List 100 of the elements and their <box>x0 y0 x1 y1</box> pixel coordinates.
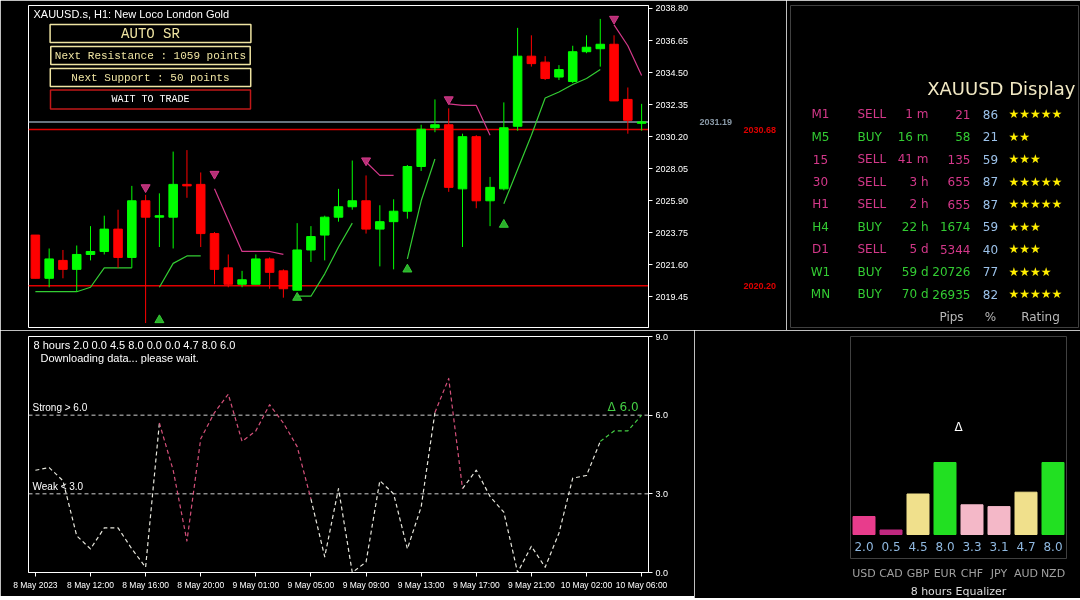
x-tick-label: NZD <box>1040 566 1066 580</box>
x-tick-label: GBP <box>906 566 930 580</box>
text: 59 <box>982 220 999 234</box>
candlestick <box>595 18 606 68</box>
text: 21 <box>955 107 971 122</box>
text: M1 <box>811 107 830 121</box>
bar <box>960 504 984 535</box>
annotation: Next Resistance : 1059 points <box>54 49 247 62</box>
text: 1674 <box>939 220 971 234</box>
candlestick <box>71 245 82 293</box>
text: ★★★★★ <box>1008 197 1063 211</box>
x-tick-label: EUR <box>933 566 957 580</box>
y-tick-label: 2032.35 <box>655 99 689 110</box>
candlestick <box>430 98 440 133</box>
text: 21 <box>982 130 999 144</box>
text: H4 <box>812 219 829 234</box>
y-tick-label: 2038.80 <box>655 3 689 14</box>
text: ★★★ <box>1008 152 1041 166</box>
x-tick-label: 9 May 13:00 <box>397 579 445 590</box>
candlestick <box>278 268 289 299</box>
y-tick-label: 2036.65 <box>655 35 689 46</box>
candlestick <box>182 149 192 199</box>
text: W1 <box>810 264 831 279</box>
data-label: 8.0 <box>1043 540 1063 554</box>
bar <box>879 529 903 535</box>
category-label: % <box>984 309 997 324</box>
text: 41 m <box>897 152 929 166</box>
chart-title: 8 hours 2.0 0.0 4.5 8.0 0.0 0.0 4.7 8.0 6.0 <box>33 338 236 351</box>
x-tick-label: AUD <box>1013 566 1039 580</box>
category-label: Pips <box>939 309 964 324</box>
x-tick-label: JPY <box>989 566 1008 580</box>
x-tick-label: 10 May 06:00 <box>615 579 668 590</box>
x-tick-label: 9 May 21:00 <box>508 579 556 590</box>
point <box>609 15 620 25</box>
candlestick <box>333 188 344 223</box>
text: 135 <box>947 152 971 167</box>
text: ★★★★★ <box>1008 107 1063 121</box>
y-tick-label: 2023.75 <box>655 227 689 238</box>
data-label: 2.0 <box>854 540 874 554</box>
text: 2 h <box>909 197 929 211</box>
text: 40 <box>982 242 999 257</box>
text: D1 <box>812 242 829 256</box>
text: ★★★★ <box>1008 264 1052 279</box>
text: BUY <box>857 219 882 234</box>
x-tick-label: 8 May 12:00 <box>67 579 115 590</box>
text: ★★★ <box>1008 242 1041 256</box>
text: 1 m <box>905 107 929 121</box>
text: SELL <box>857 242 887 256</box>
x-tick-label: 9 May 01:00 <box>232 579 280 590</box>
x-tick-label: 9 May 09:00 <box>342 579 390 590</box>
text: ★★★ <box>1008 219 1041 234</box>
x-tick-label: CAD <box>879 566 903 580</box>
candlestick <box>540 55 550 81</box>
text: H1 <box>812 197 829 211</box>
candlestick <box>140 194 151 324</box>
y-tick-label: 2028.05 <box>655 163 689 174</box>
chart-title: XAUUSD.s, H1: New Loco London Gold <box>33 7 230 20</box>
y-tick-label: 9.0 <box>655 331 669 342</box>
candlestick <box>485 176 495 227</box>
text: 59 <box>982 152 999 167</box>
candlestick <box>623 86 633 135</box>
candlestick <box>154 192 165 248</box>
text: 8 hours Equalizer <box>910 585 1007 598</box>
text: 26935 <box>932 287 971 302</box>
bar <box>987 506 1011 535</box>
point <box>292 291 303 301</box>
bar <box>933 462 957 535</box>
x-tick-label: 8 May 2023 <box>13 579 58 590</box>
text: 20726 <box>932 265 971 279</box>
text: M5 <box>811 129 830 144</box>
text: SELL <box>857 107 887 121</box>
text: 58 <box>955 130 971 144</box>
text: 5 d <box>909 242 929 256</box>
x-tick-label: 8 May 16:00 <box>122 579 170 590</box>
x-tick-label: USD <box>852 566 876 580</box>
text: SELL <box>857 197 887 211</box>
y-tick-label: 6.0 <box>655 410 669 421</box>
text: BUY <box>857 264 882 279</box>
candlestick <box>58 249 68 279</box>
annotation: AUTO SR <box>121 25 181 42</box>
text: 59 d <box>901 264 929 279</box>
bar <box>852 516 876 535</box>
candlestick <box>99 215 110 255</box>
text: 30 <box>812 175 829 189</box>
text: ★★★★★ <box>1008 287 1063 301</box>
x-tick-label: CHF <box>960 566 984 580</box>
text: BUY <box>857 287 882 301</box>
annotation: Δ 6.0 <box>607 400 639 415</box>
candlestick <box>264 256 275 290</box>
text: 87 <box>982 197 999 212</box>
candlestick <box>526 34 537 68</box>
text: 22 h <box>901 219 929 234</box>
text: SELL <box>857 152 887 166</box>
bar <box>1041 462 1065 535</box>
text: 655 <box>947 197 971 212</box>
annotation: Next Support : 50 points <box>71 71 230 84</box>
text: 77 <box>982 265 999 279</box>
data-label: 3.1 <box>989 540 1009 554</box>
point <box>443 96 454 106</box>
point <box>209 170 220 180</box>
